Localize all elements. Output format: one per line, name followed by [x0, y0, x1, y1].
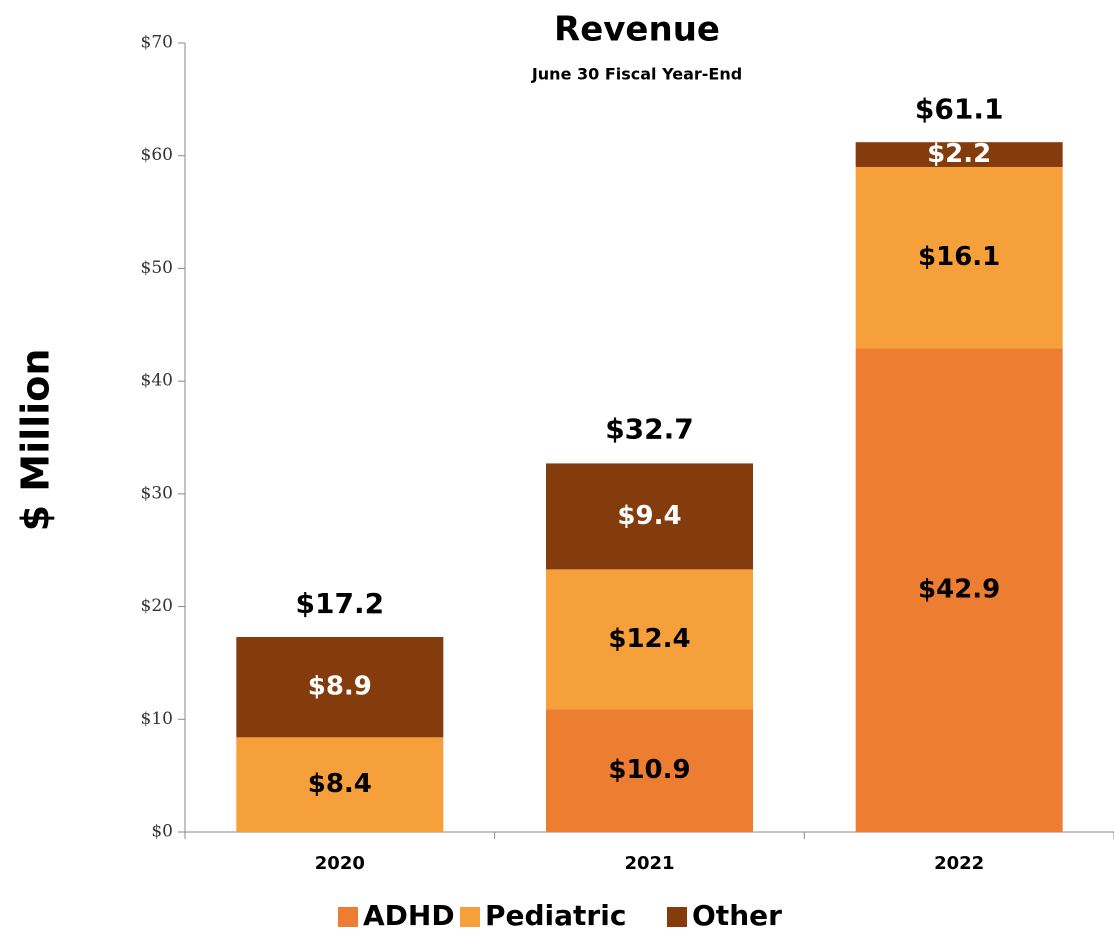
chart-subtitle: June 30 Fiscal Year-End	[531, 65, 742, 84]
y-tick-label: $40	[141, 371, 173, 391]
data-label: $9.4	[617, 501, 681, 531]
data-label: $12.4	[608, 624, 690, 654]
y-axis-label: $ Million	[14, 349, 58, 532]
y-tick-label: $70	[141, 33, 173, 53]
total-label: $61.1	[915, 92, 1004, 125]
x-tick-label: 2022	[934, 853, 984, 874]
legend-swatch	[667, 907, 687, 927]
bar-segment	[236, 637, 444, 738]
bar-segment	[546, 569, 753, 710]
data-label: $16.1	[918, 242, 1000, 272]
y-tick-label: $60	[141, 145, 173, 165]
y-tick-label: $20	[141, 596, 173, 616]
data-label: $42.9	[918, 575, 1000, 605]
y-tick-label: $50	[141, 258, 173, 278]
data-label: $10.9	[608, 755, 690, 785]
y-tick-label: $30	[141, 483, 173, 503]
data-label: $8.4	[308, 769, 372, 799]
bar-segment	[855, 142, 1063, 167]
bar-segment	[546, 709, 753, 832]
legend-label: Pediatric	[485, 899, 626, 932]
data-label: $8.9	[308, 672, 372, 702]
y-tick-label: $10	[141, 709, 173, 729]
bar-segment	[855, 348, 1063, 832]
x-tick-label: 2020	[315, 853, 365, 874]
bar-segment	[546, 463, 753, 570]
legend-label: ADHD	[363, 899, 455, 932]
bar-segment	[236, 737, 444, 832]
legend-swatch	[338, 907, 358, 927]
total-label: $17.2	[296, 587, 385, 620]
y-tick-label: $0	[151, 822, 173, 842]
bar-segment	[855, 166, 1063, 349]
legend-label: Other	[692, 899, 782, 932]
chart-title: Revenue	[554, 10, 720, 50]
total-label: $32.7	[605, 412, 694, 445]
x-tick-label: 2021	[624, 853, 674, 874]
data-label: $2.2	[927, 139, 991, 169]
legend-swatch	[460, 907, 480, 927]
